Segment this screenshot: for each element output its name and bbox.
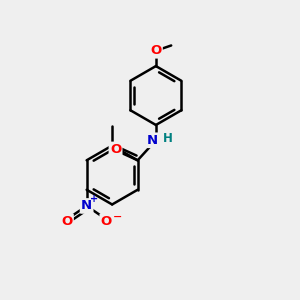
Text: N: N xyxy=(81,200,92,212)
Text: +: + xyxy=(90,194,98,204)
Text: O: O xyxy=(101,215,112,228)
Text: N: N xyxy=(147,134,158,147)
Text: O: O xyxy=(150,44,161,57)
Text: −: − xyxy=(112,212,122,222)
Text: O: O xyxy=(61,215,73,228)
Text: H: H xyxy=(163,132,173,145)
Text: O: O xyxy=(110,143,121,156)
